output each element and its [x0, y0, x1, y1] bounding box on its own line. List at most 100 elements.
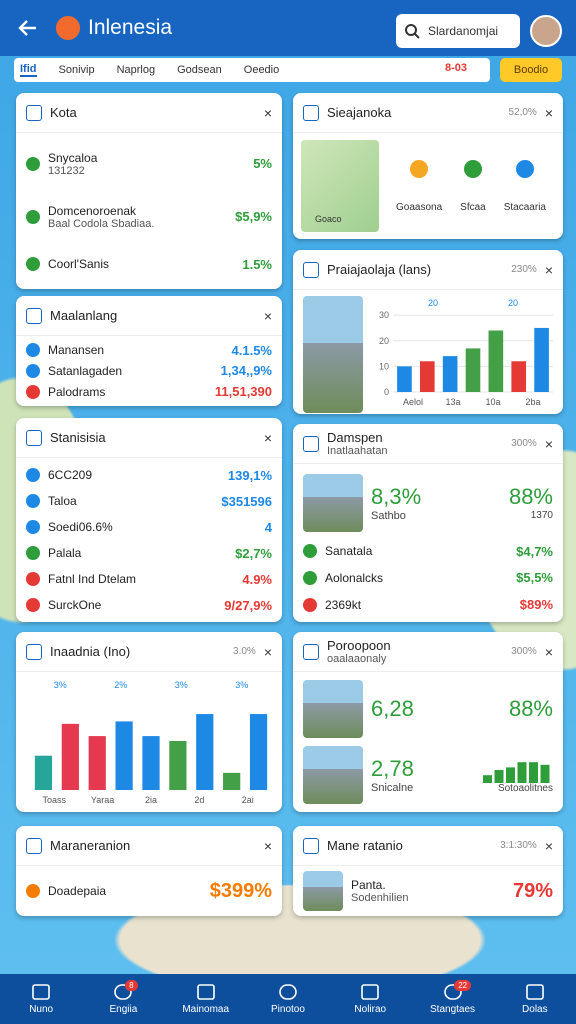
close-button[interactable]: ×	[263, 429, 272, 446]
nav-item[interactable]: Pinotoo	[247, 974, 329, 1024]
card: Maraneranion × Doadepaia $399%	[16, 826, 282, 916]
list-row[interactable]: Aolonalcks $5,5%	[303, 570, 553, 585]
close-button[interactable]: ×	[263, 837, 272, 854]
close-button[interactable]: ×	[263, 643, 272, 660]
search-box[interactable]: Slardanomjai	[396, 14, 520, 48]
list-row[interactable]: Domcenoroenak Baal Codola Sbadiaa. $5,9%	[26, 204, 272, 230]
row-value: 4.1.5%	[231, 342, 272, 358]
row-name: Doadepaia	[48, 884, 107, 898]
list-row[interactable]: Palodrams 11,51,390	[26, 384, 272, 399]
list-row[interactable]: 6CC209 139,1%	[26, 468, 272, 483]
nav-item[interactable]: Mainomaa	[165, 974, 247, 1024]
y-tick-label: 20	[379, 336, 389, 346]
nav-icon-shape	[526, 984, 544, 1000]
row-text: Doadepaia	[48, 884, 202, 898]
row-text: Fatnl Ind Dtelam	[48, 572, 234, 586]
row-text: Panta. Sodenhilien	[351, 878, 505, 904]
row-sub: Baal Codola Sbadiaa.	[48, 217, 155, 230]
action-button[interactable]: Boodio	[500, 58, 562, 82]
list-row[interactable]: Soedi06.6% 4	[26, 520, 272, 535]
stat-right: 88% 1370	[509, 484, 553, 521]
tab[interactable]: Naprlog	[116, 64, 156, 76]
close-button[interactable]: ×	[263, 307, 272, 324]
avatar[interactable]	[530, 15, 562, 47]
bar-annotation: 3%	[54, 680, 67, 690]
close-button[interactable]: ×	[544, 837, 553, 854]
card-header: Damspen Inatlaahatan 300% ×	[293, 424, 563, 464]
row-value: $399%	[209, 879, 272, 902]
bar-annotation: 20	[508, 298, 518, 308]
tab[interactable]: Sonivip	[58, 64, 95, 76]
row-value: 4	[264, 519, 272, 535]
list-row[interactable]: Fatnl Ind Dtelam 4.9%	[26, 572, 272, 587]
x-tick-label: Aelol	[403, 397, 423, 407]
nav-item[interactable]: Dolas	[494, 974, 576, 1024]
bar	[115, 721, 133, 790]
stat-value: 8,3%	[371, 483, 422, 509]
back-button[interactable]	[16, 16, 40, 40]
row-text: Domcenoroenak Baal Codola Sbadiaa.	[48, 204, 227, 230]
card-subtitle: oaalaaonaly	[327, 653, 387, 665]
list-row[interactable]: Coorl'Sanis 1.5%	[26, 257, 272, 272]
tab[interactable]: Ifid	[20, 63, 37, 77]
row-icon	[26, 494, 40, 508]
list-row[interactable]: Snycaloa 131232 5%	[26, 151, 272, 177]
close-button[interactable]: ×	[544, 261, 553, 278]
mini-map: Goaco	[301, 140, 379, 232]
card-header: Maalanlang ×	[16, 296, 282, 336]
poi-item[interactable]: Stacaaria	[504, 159, 546, 213]
nav-item[interactable]: Nolirao	[329, 974, 411, 1024]
row-text: Sanatala	[325, 544, 508, 558]
poi-item[interactable]: Goaasona	[396, 159, 442, 213]
nav-item[interactable]: Nuno	[0, 974, 82, 1024]
poi-item[interactable]: Sfcaa	[460, 159, 486, 213]
card-body: Goaco Goaasona Sfcaa Stacaaria	[293, 133, 563, 239]
list-row[interactable]: Sanatala $4,7%	[303, 544, 553, 559]
bar	[61, 723, 79, 790]
bar-chart: Toass Yaraa 2ia 2d 2ai 3% 2% 3% 3%	[34, 680, 268, 805]
card: Sieajanoka 52,0% × Goaco Goaasona Sfcaa Stacaa…	[293, 93, 563, 239]
card-meta: 300%	[511, 646, 537, 657]
card-header: Poroopoon oaalaaonaly 300% ×	[293, 632, 563, 672]
list-row[interactable]: Doadepaia $399%	[26, 880, 272, 903]
search-text: Slardanomjai	[428, 24, 499, 38]
nav-item[interactable]: Stangtaes 22	[411, 974, 493, 1024]
nav-icon	[361, 984, 380, 1000]
close-button[interactable]: ×	[544, 643, 553, 660]
card-meta: 300%	[511, 438, 537, 449]
row-value: 1.5%	[242, 256, 272, 272]
list-row[interactable]: Satanlagaden 1,34,,9%	[26, 363, 272, 378]
bottom-nav: Nuno Engiia 8 Mainomaa Pinotoo Nolirao Stangta…	[0, 974, 576, 1024]
card-icon	[303, 261, 319, 278]
list-row[interactable]: 2369kt $89%	[303, 597, 553, 612]
card-body: Doadepaia $399%	[16, 866, 282, 916]
card-title: Maalanlang	[50, 308, 118, 323]
list-row[interactable]: Taloa $351596	[26, 494, 272, 509]
list-row[interactable]: SurckOne 9/27,9%	[26, 598, 272, 613]
tab[interactable]: Godsean	[177, 64, 222, 76]
list-row[interactable]: Panta. Sodenhilien 79%	[303, 871, 553, 911]
close-button[interactable]: ×	[544, 104, 553, 121]
row-sub: 131232	[48, 164, 85, 177]
mini-bar-chart	[483, 761, 550, 783]
row-icon	[26, 572, 40, 586]
list-row[interactable]: Manansen 4.1.5%	[26, 343, 272, 358]
map-label: Goaco	[315, 214, 342, 224]
nav-label: Stangtaes	[430, 1004, 476, 1015]
app-logo	[56, 16, 80, 40]
x-tick-label: 13a	[445, 397, 460, 407]
card-icon	[26, 307, 42, 324]
row-text: Snycaloa 131232	[48, 151, 245, 177]
x-tick-label: Yaraa	[91, 795, 114, 805]
close-button[interactable]: ×	[263, 104, 272, 121]
y-tick-label: 30	[379, 310, 389, 320]
x-tick-label: 2ia	[145, 795, 157, 805]
row-value: 139,1%	[227, 467, 272, 483]
close-button[interactable]: ×	[544, 435, 553, 452]
mini-bar	[494, 769, 504, 783]
bar	[142, 736, 160, 790]
nav-item[interactable]: Engiia 8	[82, 974, 164, 1024]
list-row[interactable]: Palala $2,7%	[26, 546, 272, 561]
row-value: $5,5%	[516, 570, 553, 586]
tab[interactable]: Oeedio	[243, 64, 280, 76]
